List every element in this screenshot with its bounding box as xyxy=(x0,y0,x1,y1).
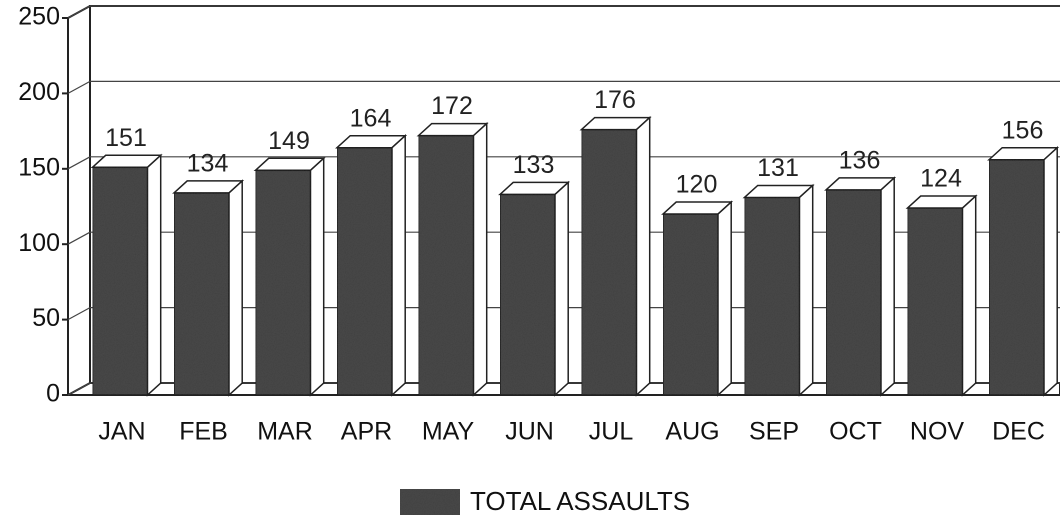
bar xyxy=(988,159,1045,396)
bar-side xyxy=(798,183,814,397)
grid-line xyxy=(67,156,91,170)
bar-side xyxy=(472,121,488,397)
bar xyxy=(580,128,638,396)
y-tick-label: 250 xyxy=(18,3,60,31)
value-label: 172 xyxy=(431,92,473,120)
bar-side xyxy=(228,179,243,397)
bar xyxy=(825,189,882,396)
back-wall xyxy=(89,5,1060,384)
x-tick-label: APR xyxy=(341,418,392,446)
bar-side xyxy=(146,153,162,397)
legend: TOTAL ASSAULTS xyxy=(400,486,690,516)
value-label: 120 xyxy=(676,171,718,199)
bar-side xyxy=(717,200,732,397)
y-tick-label: 0 xyxy=(46,380,60,408)
value-label: 133 xyxy=(513,151,555,179)
x-tick-label: MAR xyxy=(257,418,313,446)
y-tick-label: 200 xyxy=(18,78,60,106)
grid-line xyxy=(67,80,91,94)
x-tick-label: DEC xyxy=(992,418,1045,446)
bar xyxy=(173,192,230,396)
x-tick-label: JUL xyxy=(589,418,634,446)
bar-side xyxy=(635,115,651,397)
bar-side xyxy=(554,180,569,397)
x-tick-label: SEP xyxy=(749,418,799,446)
legend-swatch xyxy=(400,489,460,515)
grid-line xyxy=(67,5,91,19)
x-tick-label: OCT xyxy=(829,418,882,446)
bar xyxy=(743,196,801,396)
value-label: 124 xyxy=(920,165,962,193)
value-label: 149 xyxy=(268,127,310,155)
value-label: 151 xyxy=(105,124,147,152)
bar-side xyxy=(880,176,895,397)
grid-line xyxy=(67,307,91,321)
bar xyxy=(417,134,475,396)
value-label: 164 xyxy=(350,104,392,132)
bar xyxy=(662,213,719,396)
grid-line xyxy=(67,382,91,396)
bar xyxy=(906,207,964,396)
x-tick-label: MAY xyxy=(422,418,475,446)
x-tick-label: AUG xyxy=(665,418,719,446)
x-tick-label: JUN xyxy=(505,418,554,446)
value-label: 176 xyxy=(594,86,636,114)
x-tick-label: NOV xyxy=(910,418,965,446)
y-tick-label: 100 xyxy=(18,229,60,257)
y-tick-label: 50 xyxy=(32,304,60,332)
value-label: 156 xyxy=(1002,116,1044,144)
value-label: 134 xyxy=(187,150,229,178)
bar-side xyxy=(391,133,406,397)
value-label: 136 xyxy=(839,147,881,175)
bar xyxy=(254,169,312,396)
y-tick-label: 150 xyxy=(18,153,60,181)
bar xyxy=(336,146,393,396)
bar xyxy=(91,166,149,396)
x-tick-label: JAN xyxy=(98,418,145,446)
bar-side xyxy=(309,156,325,397)
x-tick-label: FEB xyxy=(179,418,228,446)
legend-label: TOTAL ASSAULTS xyxy=(470,486,690,516)
bar-side xyxy=(961,194,977,397)
bar xyxy=(499,193,556,396)
bar-side xyxy=(1043,146,1058,397)
grid-line xyxy=(67,231,91,245)
value-label: 131 xyxy=(757,154,799,182)
